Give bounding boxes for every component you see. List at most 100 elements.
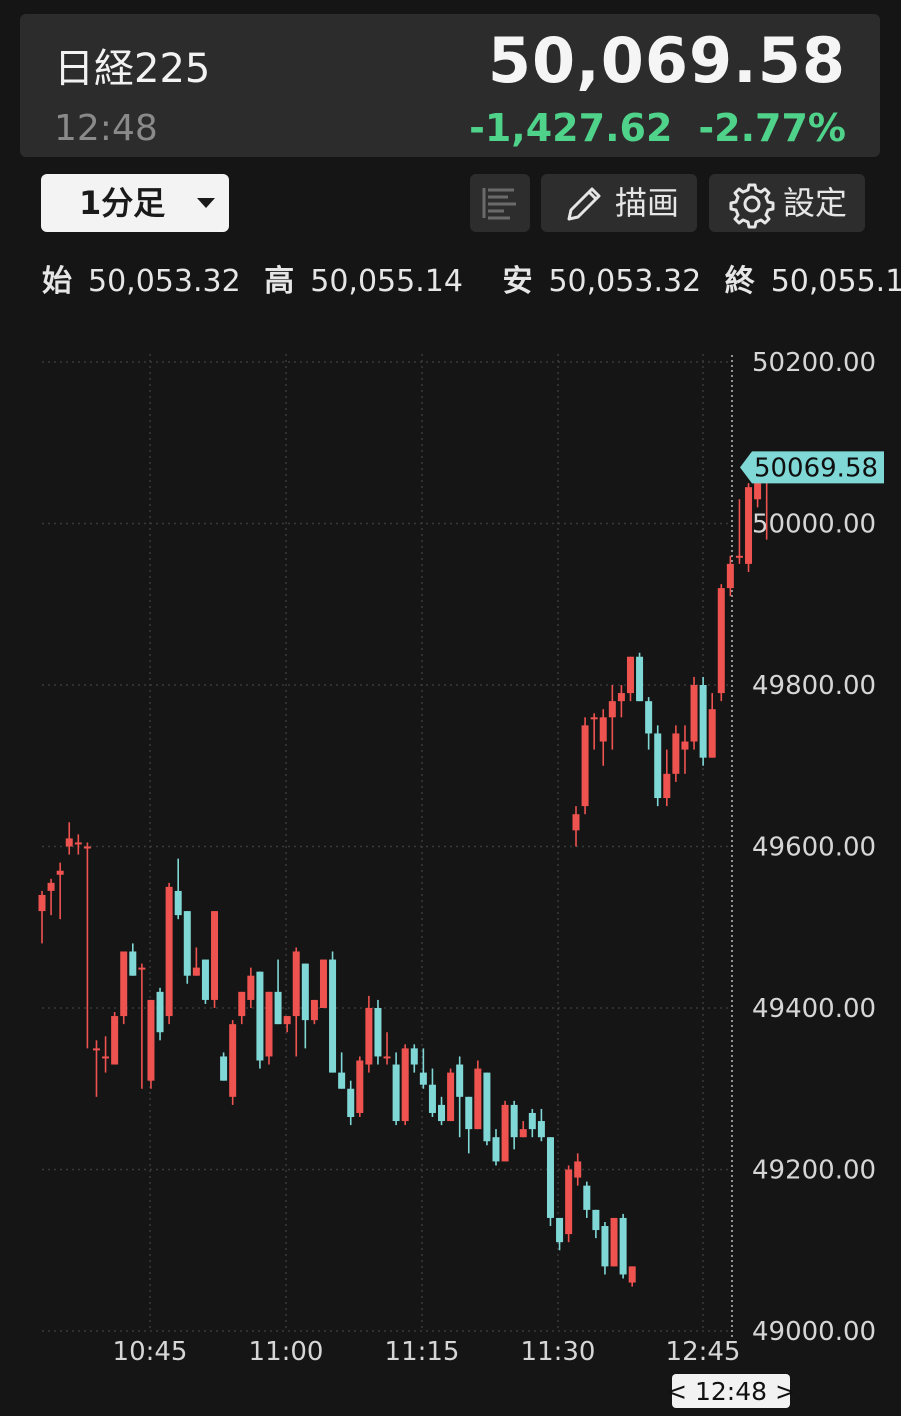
last-price-tag bbox=[740, 451, 884, 484]
candle-body bbox=[38, 894, 46, 912]
settings-label: 設定 bbox=[783, 184, 848, 222]
candle-body bbox=[174, 890, 182, 916]
candle-body bbox=[601, 1226, 609, 1267]
candle-body bbox=[165, 886, 173, 1017]
close-label: 終 bbox=[724, 264, 755, 299]
list-lines-icon bbox=[482, 188, 516, 220]
candle-body bbox=[383, 1056, 391, 1059]
candle-body bbox=[754, 479, 762, 500]
candle-body bbox=[265, 991, 273, 1057]
candle-body bbox=[319, 959, 327, 1008]
candle-body bbox=[447, 1072, 455, 1122]
price-change: -1,427.62 -2.77% bbox=[469, 106, 846, 150]
candle-body bbox=[599, 717, 607, 742]
candle-body bbox=[654, 733, 662, 799]
candle-body bbox=[238, 991, 246, 1017]
candle-body bbox=[636, 656, 644, 702]
candle-body bbox=[519, 1129, 527, 1138]
candle-body bbox=[211, 911, 219, 1000]
index-header: 日経225 50,069.58 12:48 -1,427.62 -2.77% bbox=[20, 14, 880, 157]
candle-body bbox=[556, 1217, 564, 1243]
candle-body bbox=[192, 967, 200, 976]
list-view-button[interactable] bbox=[470, 174, 530, 232]
y-tick-label: 50200.00 bbox=[752, 348, 876, 378]
current-price: 50,069.58 bbox=[487, 24, 846, 97]
crosshair-time-label: < 12:48 > bbox=[666, 1377, 796, 1406]
candle-body bbox=[574, 1161, 582, 1178]
candle-body bbox=[546, 1137, 554, 1218]
update-time: 12:48 bbox=[54, 108, 158, 149]
y-tick-label: 49000.00 bbox=[752, 1317, 876, 1347]
candle-body bbox=[537, 1121, 545, 1138]
y-tick-label: 50000.00 bbox=[752, 510, 876, 540]
change-percent: -2.77% bbox=[698, 106, 846, 150]
candle-body bbox=[672, 733, 680, 774]
candle-body bbox=[392, 1064, 400, 1122]
change-value: -1,427.62 bbox=[469, 106, 673, 150]
pencil-icon bbox=[567, 187, 601, 221]
candle-body bbox=[581, 725, 589, 807]
candle-body bbox=[365, 1008, 373, 1065]
low-value: 50,053.32 bbox=[548, 264, 702, 299]
candle-body bbox=[428, 1084, 436, 1113]
timeframe-label: 1分足 bbox=[79, 184, 166, 222]
candle-body bbox=[247, 975, 255, 1000]
candle-body bbox=[572, 814, 580, 831]
candle-body bbox=[129, 951, 137, 976]
x-tick-label: 11:30 bbox=[521, 1337, 596, 1367]
candle-body bbox=[156, 991, 164, 1033]
candle-body bbox=[663, 773, 671, 799]
candle-body bbox=[56, 870, 64, 875]
last-price-label: 50069.58 bbox=[754, 453, 878, 483]
candle-body bbox=[274, 991, 282, 1025]
candle-body bbox=[583, 1185, 591, 1210]
candle-body bbox=[483, 1072, 491, 1142]
candle-body bbox=[610, 1217, 618, 1267]
candle-body bbox=[83, 846, 91, 849]
candle-body bbox=[120, 951, 128, 1017]
candle-body bbox=[102, 1056, 110, 1059]
candle-body bbox=[735, 555, 743, 558]
candle-body bbox=[617, 693, 625, 702]
candle-body bbox=[726, 563, 734, 589]
candle-body bbox=[745, 487, 753, 564]
candlestick-chart[interactable]: 50200.00 50000.00 49800.00 49600.00 49400.00… bbox=[0, 330, 901, 1416]
candle-body bbox=[138, 967, 146, 970]
timeframe-select[interactable]: 1分足 bbox=[41, 174, 229, 232]
candle-body bbox=[438, 1104, 446, 1122]
crosshair-time-box bbox=[672, 1374, 790, 1408]
y-tick-label: 49800.00 bbox=[752, 671, 876, 701]
candle-body bbox=[645, 701, 653, 734]
chart-toolbar: 1分足 描画 設定 bbox=[0, 174, 901, 234]
candle-body bbox=[256, 971, 264, 1061]
candle-body bbox=[708, 709, 716, 758]
candle-body bbox=[47, 882, 55, 891]
settings-button[interactable]: 設定 bbox=[709, 174, 865, 232]
candle-body bbox=[717, 588, 725, 694]
candle-body bbox=[329, 959, 337, 1073]
high-value: 50,055.14 bbox=[310, 264, 463, 299]
candle-body bbox=[401, 1048, 409, 1122]
gear-icon bbox=[729, 183, 775, 229]
candle-body bbox=[492, 1137, 500, 1162]
x-tick-label: 12:45 bbox=[666, 1337, 741, 1367]
candle-body bbox=[465, 1096, 473, 1130]
draw-button[interactable]: 描画 bbox=[541, 174, 697, 232]
candle-body bbox=[220, 1056, 228, 1081]
y-tick-label: 49600.00 bbox=[752, 833, 876, 863]
candle-body bbox=[301, 963, 309, 1021]
candle-body bbox=[510, 1104, 518, 1138]
candle-body bbox=[74, 842, 82, 845]
candle-body bbox=[183, 911, 191, 976]
candle-body bbox=[283, 1016, 291, 1025]
high-label: 高 bbox=[264, 264, 295, 299]
candle-body bbox=[111, 1016, 119, 1065]
candle-body bbox=[626, 656, 634, 694]
index-name: 日経225 bbox=[54, 46, 211, 92]
candle-body bbox=[92, 1048, 100, 1051]
y-tick-label: 49400.00 bbox=[752, 994, 876, 1024]
candle-body bbox=[619, 1217, 627, 1275]
open-label: 始 bbox=[42, 264, 72, 299]
candle-body bbox=[590, 717, 598, 720]
candle-body bbox=[501, 1104, 509, 1162]
